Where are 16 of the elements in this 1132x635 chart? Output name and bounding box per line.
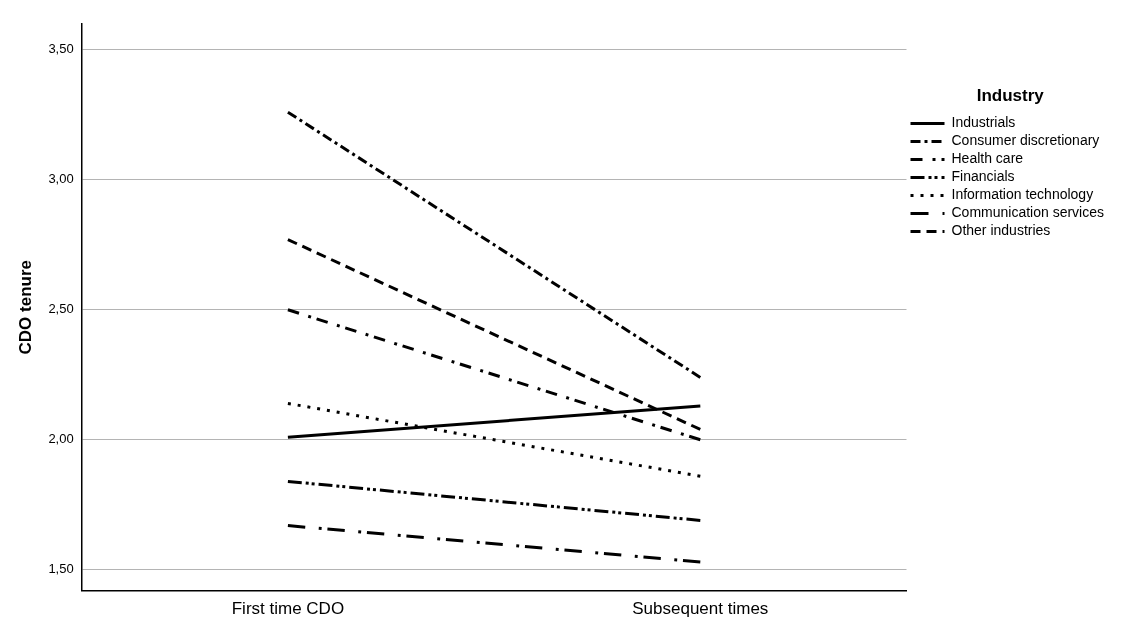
y-tick-label: 3,00 bbox=[48, 171, 74, 187]
legend-label: Information technology bbox=[951, 186, 1094, 203]
legend-label: Communication services bbox=[951, 204, 1104, 221]
y-tick-label: 2,00 bbox=[48, 431, 74, 447]
y-tick-label: 2,50 bbox=[48, 301, 74, 317]
legend-label: Health care bbox=[951, 150, 1024, 167]
x-tick-label: Subsequent times bbox=[632, 599, 769, 619]
y-axis-title: CDO tenure bbox=[15, 259, 35, 355]
legend-title: Industry bbox=[976, 86, 1045, 106]
y-tick-label: 1,50 bbox=[48, 561, 74, 577]
x-tick-label: First time CDO bbox=[231, 599, 345, 619]
legend-label: Industrials bbox=[951, 114, 1016, 131]
legend-label: Consumer discretionary bbox=[951, 132, 1100, 149]
legend-label: Financials bbox=[951, 168, 1015, 185]
legend-label: Other industries bbox=[951, 222, 1051, 239]
y-tick-label: 3,50 bbox=[48, 41, 74, 57]
